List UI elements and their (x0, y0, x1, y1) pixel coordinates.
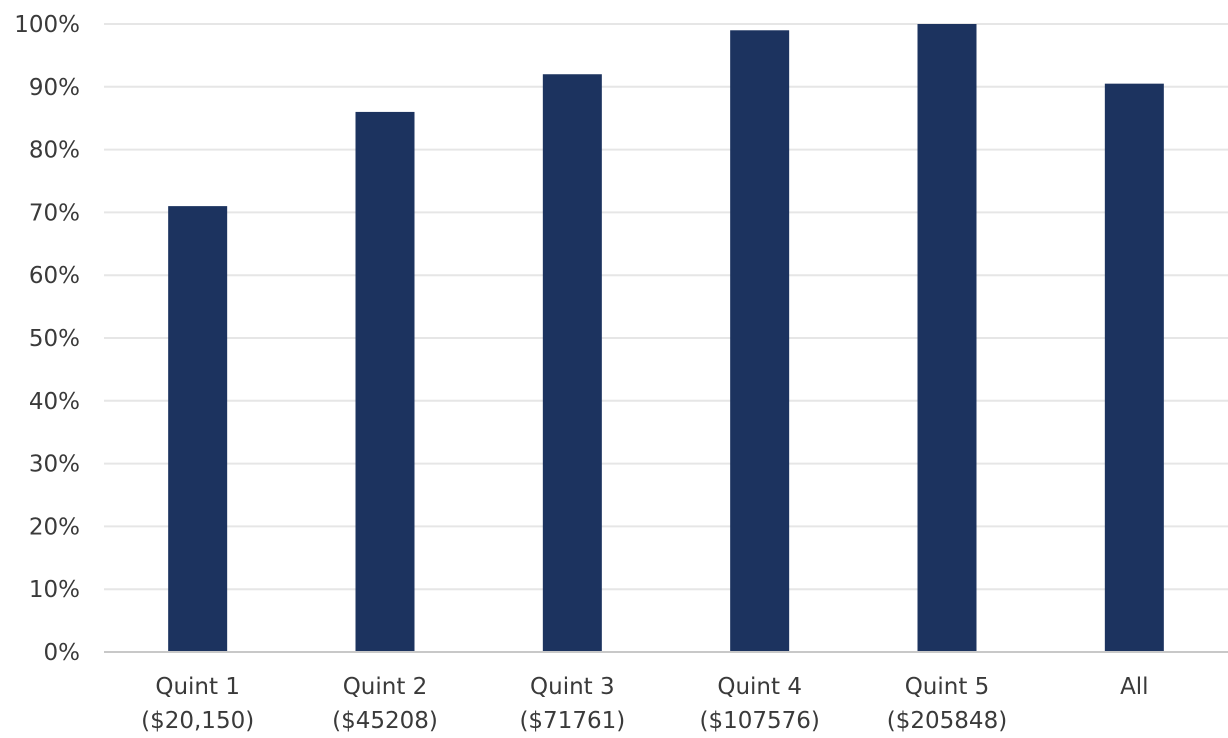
bar (1104, 83, 1164, 652)
y-tick-label: 30% (29, 452, 80, 478)
y-tick-label: 40% (29, 389, 80, 415)
x-tick-label-line: All (1120, 674, 1149, 700)
bar (355, 111, 415, 653)
x-tick-label: All (1120, 674, 1149, 700)
x-tick-label: Quint 5 ($205848) (887, 674, 1007, 734)
y-tick-label: 80% (29, 138, 80, 164)
y-tick-label: 50% (29, 326, 80, 352)
x-axis-tick-labels: Quint 1 ($20,150) Quint 2 ($45208) Quint 3 ($… (141, 674, 1148, 734)
x-tick-label: Quint 4 ($107576) (699, 674, 819, 734)
bar (917, 24, 977, 652)
x-tick-label-line: ($107576) (699, 708, 819, 734)
bars (168, 24, 1164, 653)
x-tick-label-line: ($71761) (519, 708, 625, 734)
bar (168, 206, 228, 652)
x-tick-label-line: ($205848) (887, 708, 1007, 734)
y-tick-label: 60% (29, 263, 80, 289)
y-tick-label: 0% (44, 640, 81, 666)
y-tick-label: 90% (29, 75, 80, 101)
y-tick-label: 10% (29, 577, 80, 603)
x-tick-label: Quint 3 ($71761) (519, 674, 625, 734)
x-tick-label-line: ($45208) (332, 708, 438, 734)
x-tick-label-line: ($20,150) (141, 708, 254, 734)
y-tick-label: 20% (29, 514, 80, 540)
x-tick-label-line: Quint 4 (717, 674, 802, 700)
x-tick-label-line: Quint 5 (905, 674, 990, 700)
x-tick-label-line: Quint 3 (530, 674, 615, 700)
y-tick-label: 100% (14, 12, 80, 38)
y-tick-label: 70% (29, 200, 80, 226)
y-axis-tick-labels: 0% 10% 20% 30% 40% 50% 60% 70% 80% 90% 100% (14, 12, 80, 666)
gridlines (104, 23, 1228, 591)
bar (542, 74, 602, 653)
x-tick-label-line: Quint 1 (155, 674, 240, 700)
x-tick-label: Quint 1 ($20,150) (141, 674, 254, 734)
x-tick-label-line: Quint 2 (343, 674, 428, 700)
bar (730, 30, 790, 652)
x-tick-label: Quint 2 ($45208) (332, 674, 438, 734)
